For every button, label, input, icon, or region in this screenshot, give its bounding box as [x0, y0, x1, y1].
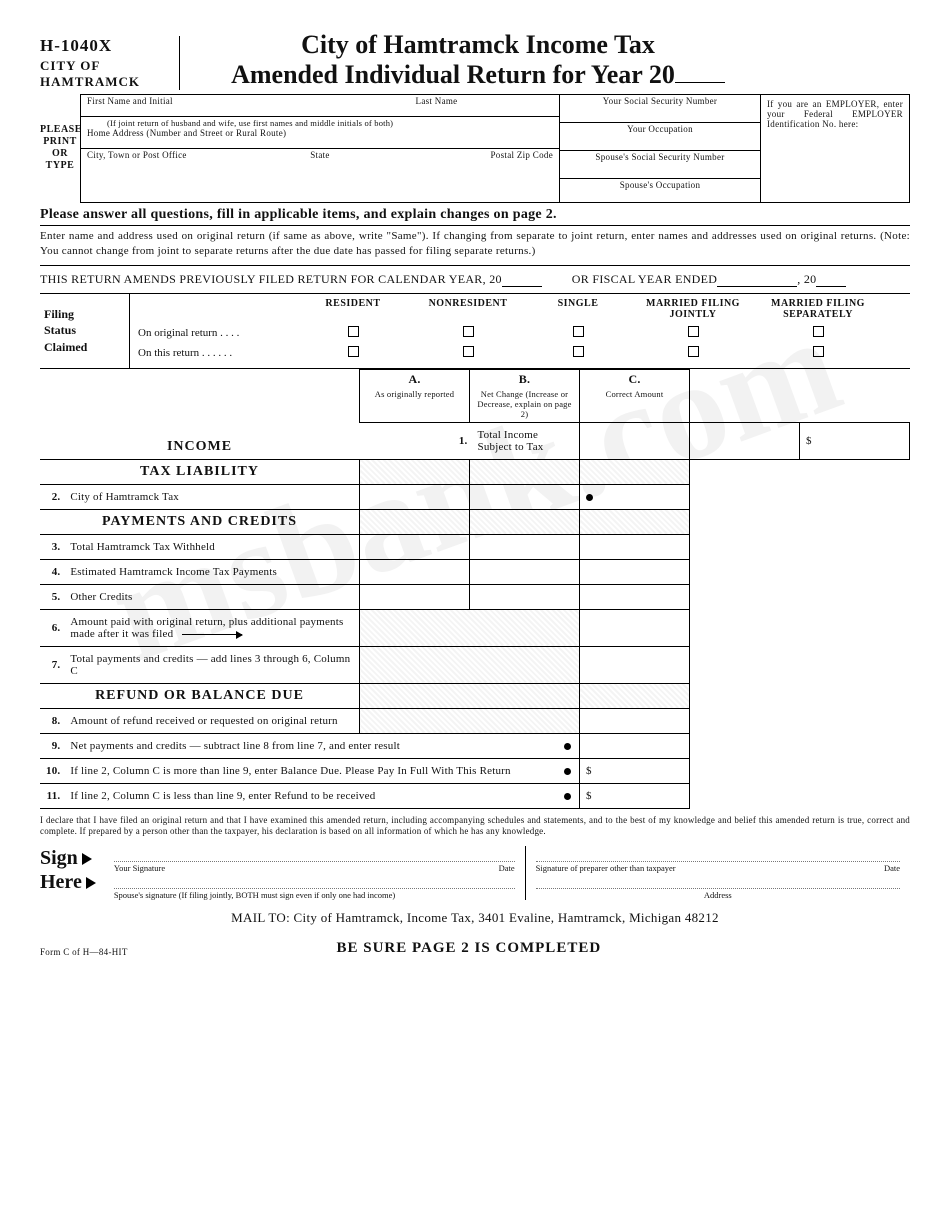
mail-to: MAIL TO: City of Hamtramck, Income Tax, …	[40, 910, 910, 926]
last-name-label[interactable]: Last Name	[320, 96, 553, 106]
col-resident: RESIDENT	[298, 298, 408, 320]
line-2-a[interactable]	[360, 484, 470, 509]
triangle-icon	[82, 853, 92, 865]
preparer-address-line[interactable]	[536, 873, 900, 889]
calendar-year-blank[interactable]	[502, 272, 542, 287]
line-2-c[interactable]	[580, 484, 690, 509]
amends-line: THIS RETURN AMENDS PREVIOUSLY FILED RETU…	[40, 266, 910, 294]
header: H-1040X CITY OF HAMTRAMCK City of Hamtra…	[40, 30, 910, 90]
line-1: Total Income Subject to Tax	[470, 422, 580, 459]
title-line-1: City of Hamtramck Income Tax	[196, 30, 760, 60]
line-11: If line 2, Column C is less than line 9,…	[62, 783, 579, 808]
instructions-text: Enter name and address used on original …	[40, 226, 910, 266]
col-mfs: MARRIED FILING SEPARATELY	[758, 298, 878, 320]
section-income: INCOME	[40, 370, 360, 460]
name-address-block: First Name and Initial Last Name (If joi…	[80, 94, 560, 203]
line-4-c[interactable]	[580, 559, 690, 584]
line-9-c[interactable]	[580, 733, 690, 758]
form-code: H-1040X	[40, 36, 171, 56]
calculation-table: INCOME A.As originally reported B.Net Ch…	[40, 369, 910, 809]
title-year-prefix: Amended Individual Return for Year 20	[231, 60, 675, 89]
line-5-c[interactable]	[580, 584, 690, 609]
checkbox-this-mfs[interactable]	[813, 346, 824, 357]
checkbox-orig-mfs[interactable]	[813, 326, 824, 337]
title-line-2: Amended Individual Return for Year 20	[196, 60, 760, 90]
declaration: I declare that I have filed an original …	[40, 809, 910, 844]
line-8-c[interactable]	[580, 708, 690, 733]
line-4-a[interactable]	[360, 559, 470, 584]
line-3: Total Hamtramck Tax Withheld	[62, 534, 359, 559]
line-1-a[interactable]	[580, 422, 690, 459]
instructions-heading: Please answer all questions, fill in app…	[40, 203, 910, 226]
checkbox-orig-mfj[interactable]	[688, 326, 699, 337]
ssn-block: Your Social Security Number Your Occupat…	[560, 94, 760, 203]
spouse-ssn-label[interactable]: Spouse's Social Security Number	[560, 151, 760, 179]
page-2-reminder: BE SURE PAGE 2 IS COMPLETED	[128, 940, 810, 957]
triangle-icon	[86, 877, 96, 889]
section-refund: REFUND OR BALANCE DUE	[40, 683, 360, 708]
line-9: Net payments and credits — subtract line…	[62, 733, 579, 758]
line-7-c[interactable]	[580, 646, 690, 683]
section-payments: PAYMENTS AND CREDITS	[40, 509, 360, 534]
city-of: CITY OF	[40, 58, 171, 74]
line-5: Other Credits	[62, 584, 359, 609]
line-5-a[interactable]	[360, 584, 470, 609]
line-3-a[interactable]	[360, 534, 470, 559]
spouse-signature-line[interactable]	[114, 873, 515, 889]
col-nonresident: NONRESIDENT	[408, 298, 528, 320]
occupation-label[interactable]: Your Occupation	[560, 123, 760, 151]
line-1-c[interactable]: $	[800, 422, 910, 459]
line-2: City of Hamtramck Tax	[62, 484, 359, 509]
checkbox-orig-nonresident[interactable]	[463, 326, 474, 337]
line-11-c[interactable]: $	[580, 783, 690, 808]
row-this: On this return . . . . . .	[138, 347, 298, 359]
filing-status-block: Filing Status Claimed RESIDENT NONRESIDE…	[40, 294, 910, 369]
line-5-b[interactable]	[470, 584, 580, 609]
line-10-c[interactable]: $	[580, 758, 690, 783]
fiscal-year-end-blank[interactable]	[816, 272, 846, 287]
row-original: On original return . . . .	[138, 327, 298, 339]
col-single: SINGLE	[528, 298, 628, 320]
year-blank[interactable]	[675, 82, 725, 83]
line-3-b[interactable]	[470, 534, 580, 559]
first-name-label[interactable]: First Name and Initial	[87, 96, 320, 106]
line-6-c[interactable]	[580, 609, 690, 646]
zip-label[interactable]: Postal Zip Code	[398, 150, 553, 160]
fiscal-year-blank[interactable]	[717, 272, 797, 287]
line-7: Total payments and credits — add lines 3…	[62, 646, 359, 683]
employer-id-box[interactable]: If you are an EMPLOYER, enter your Feder…	[760, 94, 910, 203]
line-4-b[interactable]	[470, 559, 580, 584]
line-1-b[interactable]	[690, 422, 800, 459]
checkbox-orig-single[interactable]	[573, 326, 584, 337]
joint-note: (If joint return of husband and wife, us…	[87, 118, 553, 128]
form-number: Form C of H—84-HIT	[40, 947, 128, 957]
section-tax: TAX LIABILITY	[40, 459, 360, 484]
checkbox-this-resident[interactable]	[348, 346, 359, 357]
line-2-b[interactable]	[470, 484, 580, 509]
preparer-signature-line[interactable]	[536, 846, 900, 862]
checkbox-this-single[interactable]	[573, 346, 584, 357]
your-signature-line[interactable]	[114, 846, 515, 862]
address-label[interactable]: Home Address (Number and Street or Rural…	[87, 128, 553, 138]
line-8: Amount of refund received or requested o…	[62, 708, 359, 733]
line-6: Amount paid with original return, plus a…	[62, 609, 359, 646]
line-3-c[interactable]	[580, 534, 690, 559]
line-4: Estimated Hamtramck Income Tax Payments	[62, 559, 359, 584]
arrow-icon	[182, 634, 242, 635]
side-label: PLEASE PRINT OR TYPE	[40, 94, 80, 203]
checkbox-orig-resident[interactable]	[348, 326, 359, 337]
col-mfj: MARRIED FILING JOINTLY	[628, 298, 758, 320]
checkbox-this-mfj[interactable]	[688, 346, 699, 357]
spouse-occupation-label[interactable]: Spouse's Occupation	[560, 179, 760, 202]
city-label[interactable]: City, Town or Post Office	[87, 150, 242, 160]
signature-block: Sign Here Your SignatureDate Spouse's si…	[40, 846, 910, 900]
line-10: If line 2, Column C is more than line 9,…	[62, 758, 579, 783]
ssn-label[interactable]: Your Social Security Number	[560, 95, 760, 123]
state-label[interactable]: State	[242, 150, 397, 160]
city-name: HAMTRAMCK	[40, 74, 171, 90]
checkbox-this-nonresident[interactable]	[463, 346, 474, 357]
